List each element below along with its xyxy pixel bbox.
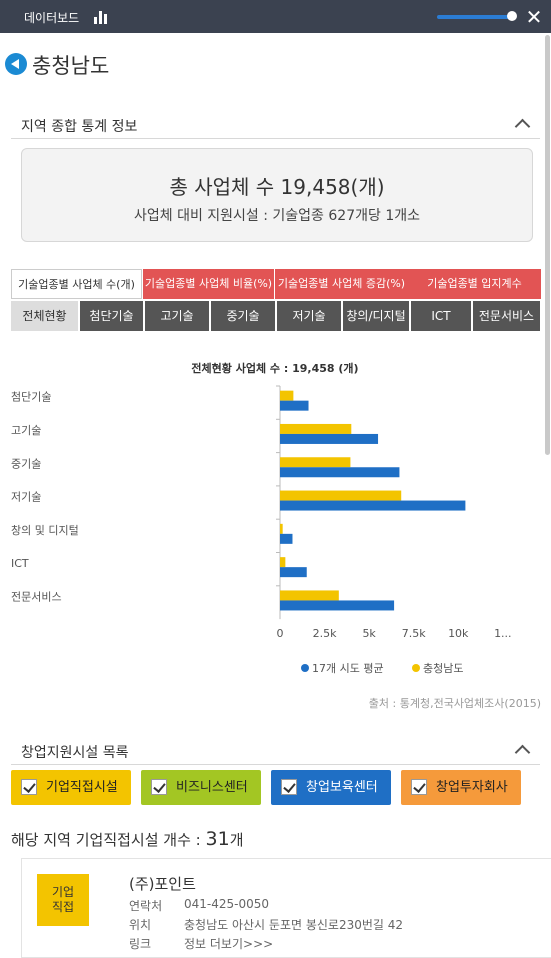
bar-avg: [280, 533, 293, 544]
category-label: 고기술: [11, 424, 41, 437]
bar-region: [280, 490, 402, 501]
category-label: 창의 및 디지털: [11, 524, 79, 537]
tab-secondary-3[interactable]: 중기술: [211, 301, 275, 331]
filter-button-0[interactable]: 기업직접시설: [11, 770, 131, 805]
count-prefix: 해당 지역 기업직접시설 개수 :: [11, 831, 206, 849]
checkbox-checked-icon[interactable]: [151, 779, 167, 795]
category-label: ICT: [11, 557, 29, 570]
opacity-slider[interactable]: [437, 11, 517, 21]
back-icon[interactable]: [5, 53, 27, 75]
tab-primary-1[interactable]: 기술업종별 사업체 비율(%): [143, 269, 274, 299]
tab-primary-0[interactable]: 기술업종별 사업체 수(개): [11, 269, 142, 299]
filter-button-2[interactable]: 창업보육센터: [271, 770, 391, 805]
count-number: 31: [205, 828, 230, 850]
contact-value: 041-425-0050: [184, 897, 270, 911]
app-title: 데이터보드: [24, 11, 80, 25]
contact-row: 연락처 041-425-0050: [129, 897, 269, 914]
location-label: 위치: [129, 918, 152, 932]
facility-card[interactable]: [21, 858, 551, 958]
bar-avg: [280, 400, 309, 411]
x-tick-label: 1...: [494, 627, 512, 640]
legend-label-region: 충청남도: [423, 662, 464, 675]
divider: [11, 764, 540, 765]
x-tick-label: 5k: [362, 627, 376, 640]
checkbox-checked-icon[interactable]: [21, 779, 37, 795]
chart-title: 전체현황 사업체 수 : 19,458 (개): [191, 361, 358, 375]
top-bar: 데이터보드 ✕: [0, 0, 551, 33]
count-suffix: 개: [229, 831, 244, 849]
tab-secondary-0[interactable]: 전체현황: [11, 301, 78, 331]
slider-knob[interactable]: [507, 11, 517, 21]
bar-region: [280, 390, 294, 401]
tab-primary-2[interactable]: 기술업종별 사업체 증감(%): [275, 269, 408, 299]
category-label: 첨단기술: [11, 391, 51, 404]
facility-type-badge: 기업 직접: [37, 874, 89, 926]
facility-count: 해당 지역 기업직접시설 개수 : 31개: [11, 828, 244, 850]
bar-avg: [280, 467, 400, 478]
bar-region: [280, 557, 286, 568]
section-title-facilities: 창업지원시설 목록: [21, 745, 129, 761]
location-value: 충청남도 아산시 둔포면 봉신로230번길 42: [184, 918, 404, 932]
x-tick-label: 7.5k: [402, 627, 426, 640]
checkbox-checked-icon[interactable]: [281, 779, 297, 795]
category-label: 전문서비스: [11, 590, 62, 603]
tab-secondary-5[interactable]: 창의/디지털: [343, 301, 409, 331]
total-businesses: 총 사업체 수 19,458(개): [169, 175, 385, 199]
legend-region[interactable]: 충청남도: [412, 660, 463, 676]
chevron-up-icon[interactable]: [515, 742, 529, 756]
legend-dot-avg: [301, 664, 309, 672]
section-title-stats: 지역 종합 통계 정보: [21, 119, 138, 135]
filter-button-3[interactable]: 창업투자회사: [401, 770, 521, 805]
badge-text: 기업 직접: [51, 885, 75, 914]
link-label: 링크: [129, 937, 152, 951]
filter-label: 창업보육센터: [306, 780, 378, 795]
bar-avg: [280, 500, 466, 511]
category-label: 중기술: [11, 457, 41, 470]
bar-region: [280, 423, 352, 434]
source-note: 출처 : 통계청,전국사업체조사(2015): [368, 697, 541, 710]
chevron-up-icon[interactable]: [515, 116, 529, 130]
filter-label: 기업직접시설: [46, 780, 118, 795]
x-tick-label: 2.5k: [313, 627, 337, 640]
checkbox-checked-icon[interactable]: [411, 779, 427, 795]
divider: [11, 138, 540, 139]
x-tick-label: 10k: [448, 627, 469, 640]
bar-region: [280, 590, 339, 601]
tab-secondary-1[interactable]: 첨단기술: [80, 301, 143, 331]
tab-secondary-6[interactable]: ICT: [411, 301, 471, 331]
tab-secondary-7[interactable]: 전문서비스: [473, 301, 540, 331]
x-tick-label: 0: [277, 627, 284, 640]
support-ratio: 사업체 대비 지원시설 : 기술업종 627개당 1개소: [133, 208, 420, 224]
bar-avg: [280, 567, 307, 578]
tab-primary-3[interactable]: 기술업종별 입지계수: [408, 269, 541, 299]
filter-label: 창업투자회사: [436, 780, 508, 795]
bar-avg: [280, 433, 379, 444]
summary-box: 총 사업체 수 19,458(개) 사업체 대비 지원시설 : 기술업종 627…: [21, 148, 533, 242]
facility-name[interactable]: (주)포인트: [129, 875, 196, 893]
bar-region: [280, 523, 283, 534]
bar-avg: [280, 600, 395, 611]
filter-label: 비즈니스센터: [176, 780, 248, 795]
legend-label-avg: 17개 시도 평균: [312, 662, 384, 675]
bar-region: [280, 457, 351, 468]
filter-button-1[interactable]: 비즈니스센터: [141, 770, 261, 805]
slider-track: [437, 15, 515, 19]
legend-avg[interactable]: 17개 시도 평균: [301, 660, 384, 676]
tab-secondary-2[interactable]: 고기술: [145, 301, 209, 331]
tab-secondary-4[interactable]: 저기술: [277, 301, 341, 331]
bar-chart-icon[interactable]: [94, 11, 108, 24]
category-label: 저기술: [11, 491, 41, 504]
close-icon[interactable]: ✕: [525, 5, 543, 29]
scrollbar[interactable]: [545, 35, 550, 455]
contact-label: 연락처: [129, 899, 163, 913]
region-title: 충청남도: [32, 54, 110, 78]
legend-dot-region: [412, 664, 420, 672]
location-row: 위치 충청남도 아산시 둔포면 봉신로230번길 42: [129, 916, 403, 933]
